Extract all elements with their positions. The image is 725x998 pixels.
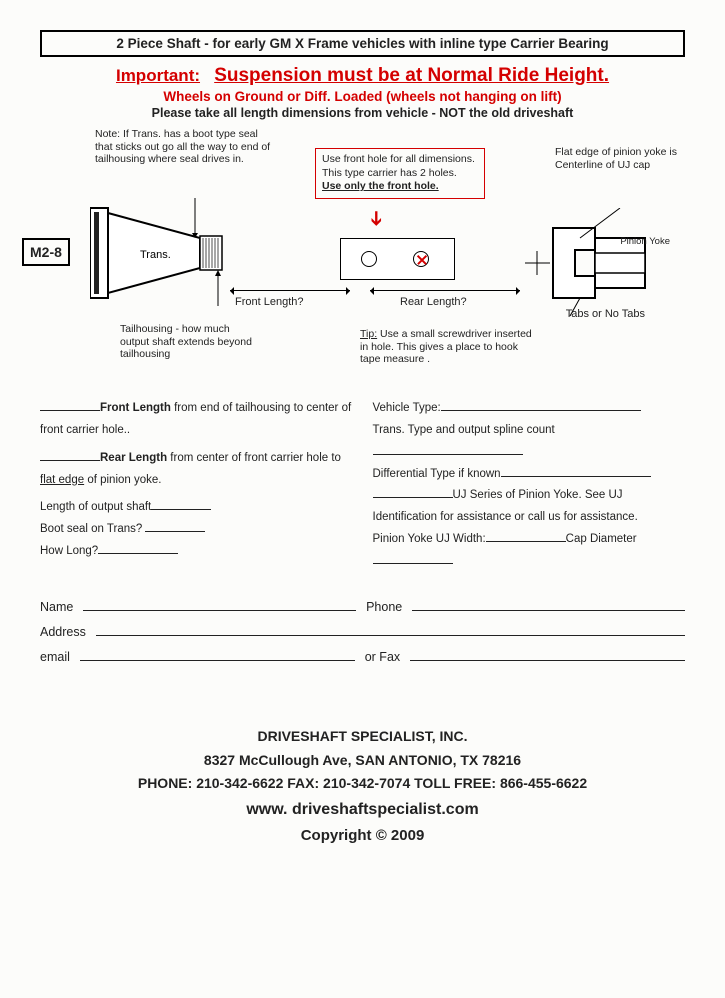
front-length-field[interactable]: Front Length from end of tailhousing to …: [40, 398, 353, 442]
yoke-icon: [525, 208, 655, 318]
diff-type-field[interactable]: Differential Type if known: [373, 464, 686, 486]
tip-note: Tip: Use a small screwdriver inserted in…: [360, 328, 540, 366]
address-row[interactable]: Address: [40, 620, 685, 645]
vehicle-type-field[interactable]: Vehicle Type:: [373, 398, 686, 420]
trans-icon: Trans.: [90, 198, 230, 308]
svg-text:Trans.: Trans.: [140, 249, 171, 261]
boot-seal-label: Boot seal on Trans?: [40, 523, 145, 535]
cap-label: Cap Diameter: [566, 533, 637, 545]
tailhousing-note: Tailhousing - how much output shaft exte…: [120, 323, 260, 361]
output-len-label: Length of output shaft: [40, 501, 151, 513]
front-dim-icon: [230, 290, 350, 291]
model-box: M2-8: [22, 238, 70, 266]
name-phone-row[interactable]: Name Phone: [40, 595, 685, 620]
footer-address: 8327 McCullough Ave, SAN ANTONIO, TX 782…: [40, 749, 685, 773]
rear-label: Rear Length: [100, 452, 167, 464]
important-line: Important: Suspension must be at Normal …: [40, 65, 685, 87]
note-trans: Note: If Trans. has a boot type seal tha…: [95, 128, 275, 166]
company: DRIVESHAFT SPECIALIST, INC.: [40, 725, 685, 749]
name-label: Name: [40, 595, 73, 620]
footer: DRIVESHAFT SPECIALIST, INC. 8327 McCullo…: [40, 725, 685, 849]
trans-type-field[interactable]: Trans. Type and output spline count: [373, 420, 686, 464]
form-area: Front Length from end of tailhousing to …: [40, 398, 685, 573]
suspension-text: Suspension must be at Normal Ride Height…: [214, 65, 609, 86]
front-length-label: Front Length?: [235, 296, 304, 308]
title-box: 2 Piece Shaft - for early GM X Frame veh…: [40, 30, 685, 57]
tabs-note: Tabs or No Tabs: [566, 308, 645, 320]
how-long-label: How Long?: [40, 545, 98, 557]
front-hole-icon: [361, 251, 377, 267]
rear-text2: of pinion yoke.: [84, 474, 161, 486]
phone-label: Phone: [366, 595, 402, 620]
uj-series-field[interactable]: UJ Series of Pinion Yoke. See UJ Identif…: [373, 485, 686, 529]
address-label: Address: [40, 620, 86, 645]
wheels-line: Wheels on Ground or Diff. Loaded (wheels…: [40, 89, 685, 104]
rear-length-label: Rear Length?: [400, 296, 467, 308]
footer-web: www. driveshaftspecialist.com: [40, 796, 685, 823]
flat-edge-note: Flat edge of pinion yoke is Centerline o…: [555, 146, 685, 171]
diagram: Note: If Trans. has a boot type seal tha…: [40, 128, 685, 388]
vehicle-label: Vehicle Type:: [373, 402, 441, 414]
width-label: Pinion Yoke UJ Width:: [373, 533, 486, 545]
boot-seal-field[interactable]: Boot seal on Trans?: [40, 519, 353, 541]
email-fax-row[interactable]: email or Fax: [40, 645, 685, 670]
please-line: Please take all length dimensions from v…: [40, 106, 685, 120]
pinion-label: Pinion Yoke: [620, 236, 670, 247]
form-right: Vehicle Type: Trans. Type and output spl…: [373, 398, 686, 573]
page: 2 Piece Shaft - for early GM X Frame veh…: [0, 0, 725, 998]
rear-dim-icon: [370, 290, 520, 291]
front-label: Front Length: [100, 402, 171, 414]
diff-label: Differential Type if known: [373, 468, 501, 480]
callout-box: Use front hole for all dimensions. This …: [315, 148, 485, 199]
how-long-field[interactable]: How Long?: [40, 541, 353, 563]
callout-l2: This type carrier has 2 holes.: [322, 167, 457, 179]
callout-l1: Use front hole for all dimensions.: [322, 153, 475, 165]
form-left: Front Length from end of tailhousing to …: [40, 398, 353, 573]
rear-length-field[interactable]: Rear Length from center of front carrier…: [40, 448, 353, 492]
callout-l3: Use only the front hole.: [322, 180, 439, 192]
rear-text: from center of front carrier hole to: [167, 452, 341, 464]
red-arrow-icon: ➔: [364, 210, 389, 227]
flat-edge-u: flat edge: [40, 474, 84, 486]
trans-label: Trans. Type and output spline count: [373, 424, 555, 436]
rear-hole-x-icon: [413, 251, 429, 267]
output-shaft-field[interactable]: Length of output shaft: [40, 497, 353, 519]
copyright: Copyright © 2009: [40, 823, 685, 849]
fax-label: or Fax: [365, 645, 400, 670]
contact-block: Name Phone Address email or Fax: [40, 595, 685, 670]
carrier-box: [340, 238, 455, 280]
yoke-width-field[interactable]: Pinion Yoke UJ Width: Cap Diameter: [373, 529, 686, 573]
email-label: email: [40, 645, 70, 670]
tip-text: Use a small screwdriver inserted in hole…: [360, 328, 532, 365]
footer-phones: PHONE: 210-342-6622 FAX: 210-342-7074 TO…: [40, 772, 685, 796]
important-label: Important:: [116, 66, 200, 85]
tip-label: Tip:: [360, 328, 377, 340]
